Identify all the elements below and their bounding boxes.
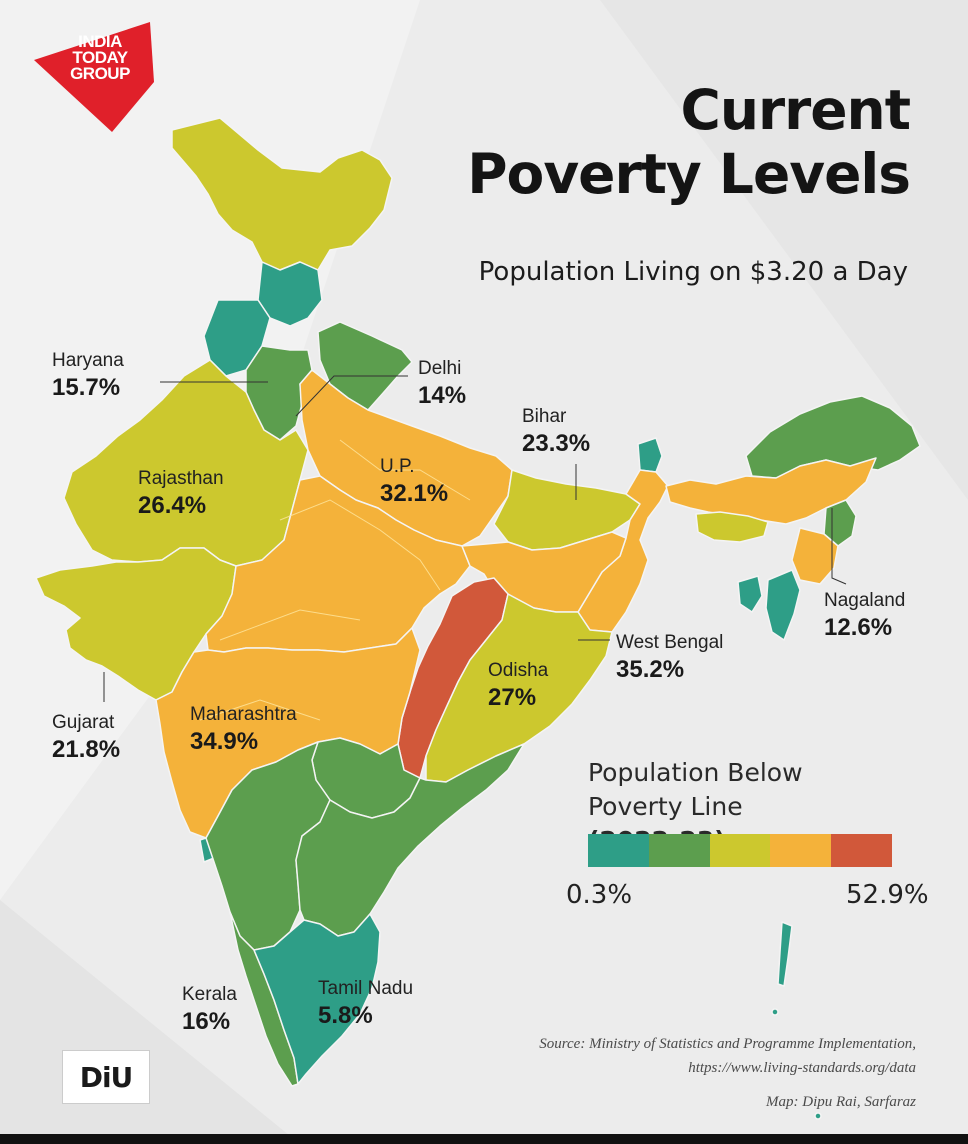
- label-value: 5.8%: [318, 1002, 373, 1029]
- label-value: 21.8%: [52, 736, 121, 763]
- region-jammu-kashmir: [171, 117, 393, 271]
- label-up: U.P. 32.1%: [380, 456, 448, 508]
- label-name: Kerala: [182, 984, 237, 1005]
- district-line: [219, 609, 361, 641]
- region-island: [771, 1008, 779, 1016]
- region-meghalaya: [695, 511, 769, 543]
- source-note: Source: Ministry of Statistics and Progr…: [396, 1032, 916, 1080]
- diu-logo-text: DiU: [79, 1061, 134, 1094]
- label-value: 32.1%: [380, 480, 449, 507]
- region-uttarakhand: [317, 321, 413, 411]
- label-haryana: Haryana 15.7%: [52, 350, 124, 402]
- legend-color-scale: [588, 834, 892, 867]
- label-name: Delhi: [418, 358, 462, 379]
- label-name: Nagaland: [824, 590, 906, 611]
- region-island: [814, 1112, 822, 1120]
- label-name: Bihar: [522, 406, 567, 427]
- district-line: [199, 699, 321, 721]
- leader-line-delhi: [295, 375, 408, 417]
- label-bihar: Bihar 23.3%: [522, 406, 590, 458]
- legend-max: 52.9%: [846, 880, 929, 910]
- title-line: Poverty Levels: [467, 142, 911, 206]
- label-value: 15.7%: [52, 374, 121, 401]
- logo-line: GROUP: [70, 64, 130, 83]
- label-nagaland: Nagaland 12.6%: [824, 590, 905, 642]
- diu-logo: DiU: [62, 1050, 150, 1104]
- legend-swatch: [588, 834, 649, 867]
- label-name: Haryana: [52, 350, 124, 371]
- label-name: Gujarat: [52, 712, 115, 733]
- leader-lines: [103, 375, 847, 702]
- label-value: 27%: [488, 684, 537, 711]
- map-credit: Map: Dipu Rai, Sarfaraz: [766, 1094, 916, 1110]
- page-subtitle: Population Living on $3.20 a Day: [478, 257, 908, 287]
- district-line: [279, 499, 441, 591]
- label-name: West Bengal: [616, 632, 724, 653]
- legend-swatch: [770, 834, 832, 867]
- label-odisha: Odisha 27%: [488, 660, 548, 712]
- source-url: https://www.living-standards.org/data: [688, 1060, 916, 1076]
- logo-line: INDIA: [78, 32, 122, 51]
- label-kerala: Kerala 16%: [182, 984, 237, 1036]
- label-name: Tamil Nadu: [318, 978, 414, 999]
- region-andhra-pradesh: [295, 743, 525, 937]
- logo-shape: [34, 22, 154, 132]
- label-delhi: Delhi 14%: [418, 358, 466, 410]
- label-value: 35.2%: [616, 656, 685, 683]
- region-maharashtra: [155, 627, 421, 839]
- district-line: [339, 439, 471, 501]
- label-name: Maharashtra: [190, 704, 297, 725]
- leader-line-nagaland: [831, 508, 847, 585]
- legend-swatch: [831, 834, 892, 867]
- legend-title-text: Poverty Line: [588, 792, 743, 821]
- region-tamil-nadu: [253, 913, 381, 1085]
- title-line: Current: [680, 78, 911, 142]
- region-tripura: [737, 575, 763, 613]
- region-sikkim: [637, 437, 663, 473]
- label-value: 34.9%: [190, 728, 259, 755]
- legend-title-line: Population Below: [588, 758, 803, 787]
- background-facet: [600, 0, 968, 500]
- page-title: Current Poverty Levels: [350, 78, 911, 206]
- label-name: U.P.: [380, 456, 415, 477]
- region-andaman-islands: [777, 921, 793, 987]
- region-manipur: [791, 527, 839, 585]
- logo-line: TODAY: [72, 48, 128, 67]
- legend-swatch: [709, 834, 771, 867]
- label-maharashtra: Maharashtra 34.9%: [190, 704, 297, 756]
- label-rajasthan: Rajasthan 26.4%: [138, 468, 224, 520]
- map-regions: [35, 117, 921, 1120]
- region-mizoram: [765, 569, 801, 641]
- label-west-bengal: West Bengal 35.2%: [616, 632, 723, 684]
- label-name: Rajasthan: [138, 468, 224, 489]
- label-value: 14%: [418, 382, 467, 409]
- india-today-logo: [34, 22, 154, 132]
- label-value: 12.6%: [824, 614, 893, 641]
- legend-swatch: [648, 834, 710, 867]
- label-name: Odisha: [488, 660, 549, 681]
- logo-text: INDIA TODAY GROUP: [50, 32, 150, 83]
- label-value: 26.4%: [138, 492, 207, 519]
- label-gujarat: Gujarat 21.8%: [52, 712, 120, 764]
- district-lines: [199, 439, 471, 721]
- label-tamil-nadu: Tamil Nadu 5.8%: [318, 978, 413, 1030]
- label-value: 23.3%: [522, 430, 591, 457]
- source-line: Source: Ministry of Statistics and Progr…: [539, 1036, 916, 1052]
- legend-min: 0.3%: [566, 880, 633, 910]
- bottom-bar: [0, 1134, 968, 1144]
- label-value: 16%: [182, 1008, 231, 1035]
